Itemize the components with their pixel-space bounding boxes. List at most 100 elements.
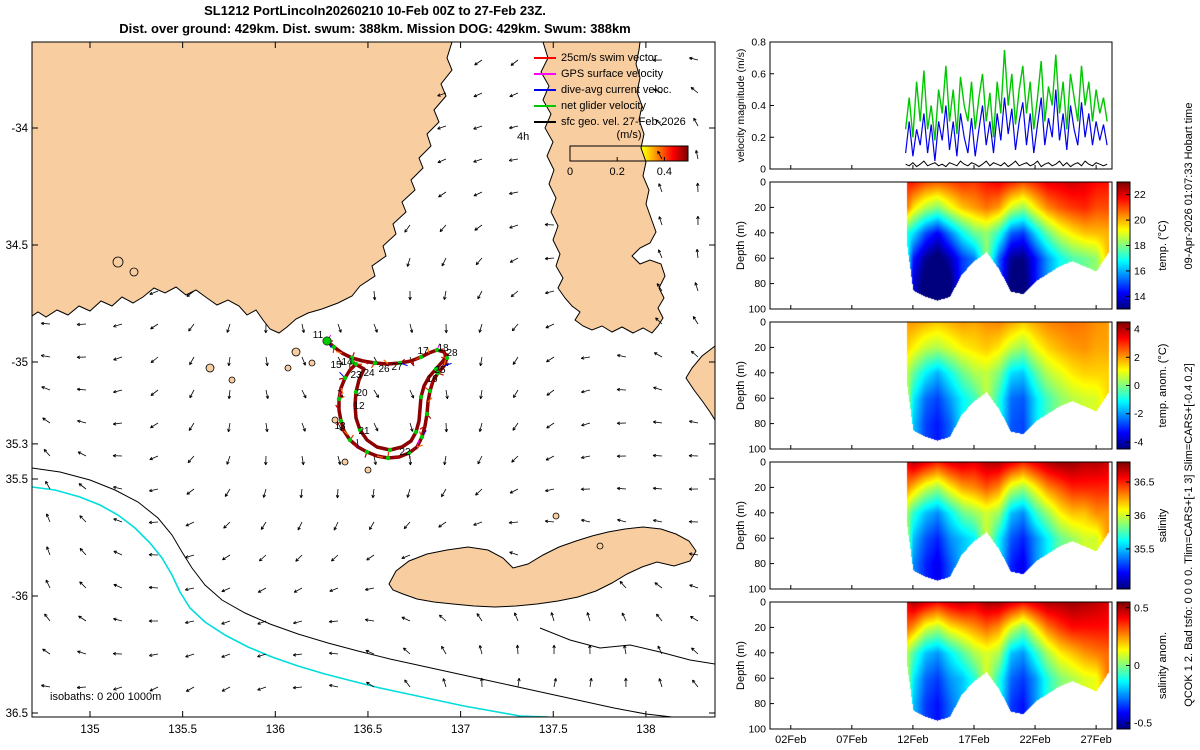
panel-y-tick-label: 0.8 (751, 37, 766, 49)
panel-y-tick-label: 0 (760, 457, 766, 469)
small-island (331, 416, 339, 424)
colorbar-tick-label: 20 (1134, 215, 1146, 227)
map-colorbar-tick-label: 0.2 (610, 166, 625, 178)
panel-y-tick-label: 80 (754, 418, 766, 430)
isobath-1000m (32, 486, 549, 717)
colorbar-tick-label: 36.5 (1134, 477, 1155, 489)
net-velocity-dot (364, 449, 370, 455)
track-day-label: 21 (358, 426, 370, 437)
net-velocity-dot (434, 347, 440, 353)
colorbar-tick-label: -0.5 (1134, 718, 1152, 730)
track-day-label: 18 (437, 343, 449, 354)
net-velocity-dot (406, 450, 412, 456)
velocity-series-0 (904, 49, 1108, 141)
salinity-heatmap (770, 462, 1112, 589)
panel-y-tick-label: 40 (754, 227, 766, 239)
swim-vector-whiskers (336, 347, 446, 458)
map-x-tick-label: 138 (636, 724, 655, 736)
depth-axis-label-2: Depth (m) (735, 361, 747, 410)
map-x-tick-label: 135.5 (168, 724, 197, 736)
map-y-tick-label: -35 (11, 357, 28, 369)
net-velocity-dot (349, 355, 355, 361)
panel-y-tick-label: 20 (754, 342, 766, 354)
panel-x-tick-label: 17Feb (958, 734, 989, 746)
track-day-label: 20 (356, 388, 368, 399)
net-velocity-dot (444, 355, 450, 361)
track-day-label: 13 (334, 421, 346, 432)
panel-x-tick-label: 07Feb (836, 734, 867, 746)
panel-y-tick-label: 0 (760, 164, 766, 176)
map-x-tick-label: 136 (266, 724, 285, 736)
colorbar-tick-label: 18 (1134, 240, 1146, 252)
colorbar-tick-label: 16 (1134, 265, 1146, 277)
net-velocity-dot (347, 437, 353, 443)
map-velocity-colorbar (570, 146, 688, 161)
legend-gps-velocity-line (534, 73, 556, 75)
map-axes-box (31, 41, 716, 718)
small-island (228, 376, 236, 384)
glider-track-outer (325, 339, 449, 460)
colorbar-tick-label: 4 (1134, 324, 1140, 336)
small-island (364, 466, 372, 474)
panel-y-tick-label: 100 (748, 304, 766, 316)
small-island (284, 364, 292, 372)
small-island (308, 359, 316, 367)
net-velocity-dot (353, 361, 359, 367)
salinity-anomaly-colorbar (1117, 602, 1130, 729)
track-day-label: 24 (363, 368, 375, 379)
net-velocity-dot (349, 359, 355, 365)
isobath-200m-b (539, 627, 715, 665)
timestamp-annotation: 09-Apr-2026 01:07:33 Hobart time (1183, 102, 1195, 270)
panel-y-tick-label: 40 (754, 647, 766, 659)
map-content (32, 42, 715, 717)
panel-y-tick-label: 20 (754, 482, 766, 494)
panel-axes-box-0 (769, 41, 1113, 170)
colorbar-tick-label: -4 (1134, 436, 1143, 448)
fleurieu-land (685, 345, 715, 421)
temp-section-heatmap (770, 182, 1112, 309)
net-velocity-dot (419, 434, 425, 440)
net-velocity-dot (433, 366, 439, 372)
small-island (552, 512, 560, 520)
panel-y-tick-label: 100 (748, 724, 766, 736)
panel-y-tick-label: 0 (760, 177, 766, 189)
small-island (341, 458, 349, 466)
track-day-label: 23 (350, 370, 362, 381)
net-velocity-dot (435, 370, 441, 376)
track-day-label: 16 (426, 374, 438, 385)
velocity-axis-label: velocity magnitude (m/s) (735, 48, 747, 163)
map-y-tick-label: -34 (11, 123, 28, 135)
temp-anomaly-heatmap (770, 322, 1112, 449)
net-velocity-dot (418, 394, 424, 400)
figure-subtitle: Dist. over ground: 429km. Dist. swum: 38… (119, 21, 631, 36)
panel-x-tick-label: 02Feb (775, 734, 806, 746)
net-velocity-dot (342, 375, 348, 381)
small-island (112, 256, 124, 268)
vector-duration-label: 4h (517, 131, 530, 143)
colorbar-tick-label: 0 (1134, 380, 1140, 392)
velocity-series-2 (905, 160, 1108, 168)
legend-label: sfc geo. vel. 27-Feb-2026 (561, 116, 686, 128)
colorbar-tick-label: 0.5 (1134, 602, 1149, 614)
panel-x-tick-label: 27Feb (1081, 734, 1112, 746)
map-y-tick-label: 34.5 (6, 240, 28, 252)
net-velocity-dot (385, 455, 391, 461)
track-day-label: 26 (378, 364, 390, 375)
panel-y-tick-label: 60 (754, 253, 766, 265)
panel-y-tick-label: 0.4 (751, 100, 766, 112)
eyre-peninsula-land (32, 42, 453, 334)
panel-y-tick-label: 80 (754, 698, 766, 710)
track-day-label: 14 (341, 357, 353, 368)
colorbar-tick-label: 35.5 (1134, 543, 1155, 555)
panel-y-tick-label: 60 (754, 673, 766, 685)
small-island (205, 363, 215, 373)
map-y-tick-label: -36 (11, 591, 28, 603)
panel-y-tick-label: 40 (754, 507, 766, 519)
legend-label: GPS surface velocity (561, 68, 664, 80)
panel-y-tick-label: 100 (748, 584, 766, 596)
net-velocity-dot (338, 418, 344, 424)
map-x-tick-label: 136.5 (354, 724, 383, 736)
legend-net-glider-line (534, 105, 556, 107)
panel-y-tick-label: 40 (754, 367, 766, 379)
